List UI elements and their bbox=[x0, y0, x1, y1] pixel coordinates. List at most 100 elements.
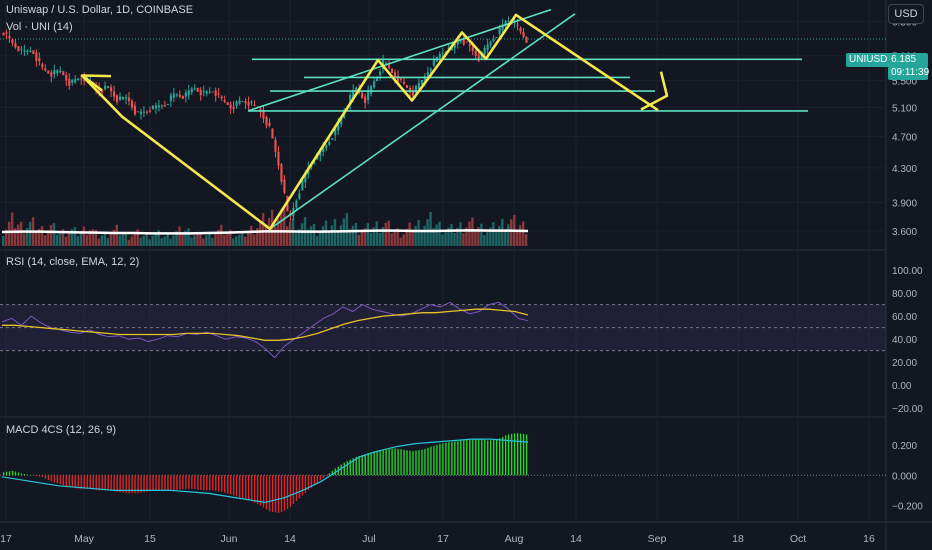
candle-body bbox=[352, 89, 355, 98]
volume-bar bbox=[387, 220, 390, 246]
macd-histogram-bar bbox=[513, 433, 516, 476]
volume-bar bbox=[64, 236, 68, 246]
macd-histogram-bar bbox=[241, 475, 244, 499]
candle-body bbox=[202, 91, 205, 93]
candle-body bbox=[14, 43, 17, 48]
candle-body bbox=[133, 105, 137, 115]
volume-bar bbox=[181, 234, 184, 246]
macd-histogram-bar bbox=[218, 475, 220, 492]
x-tick-label: Aug bbox=[505, 533, 524, 545]
candle-body bbox=[208, 91, 211, 93]
volume-bar bbox=[363, 228, 367, 246]
macd-legend: MACD 4CS (12, 26, 9) bbox=[6, 424, 117, 436]
candle-body bbox=[145, 111, 148, 113]
rsi-tick-label: 0.00 bbox=[892, 381, 912, 392]
volume-bar bbox=[4, 229, 8, 246]
volume-bar bbox=[121, 233, 124, 246]
macd-histogram-bar bbox=[250, 475, 253, 502]
volume-bar bbox=[190, 237, 193, 246]
volume-bar bbox=[444, 230, 447, 246]
volume-bar bbox=[85, 234, 89, 246]
volume-bar bbox=[13, 228, 17, 246]
candle-body bbox=[41, 63, 44, 68]
candle-body bbox=[453, 43, 456, 49]
candle-body bbox=[468, 44, 471, 46]
volume-bar bbox=[76, 236, 80, 246]
macd-histogram-bar bbox=[304, 475, 307, 493]
candle-body bbox=[295, 200, 298, 208]
candle-body bbox=[163, 105, 166, 107]
macd-histogram-bar bbox=[313, 475, 316, 486]
candle-body bbox=[50, 72, 53, 77]
macd-histogram-bar bbox=[125, 475, 127, 494]
currency-button[interactable]: USD bbox=[888, 4, 924, 24]
volume-bar bbox=[7, 221, 11, 246]
volume-bar bbox=[22, 233, 26, 246]
candle-body bbox=[456, 41, 459, 45]
rsi-tick-label: 80.00 bbox=[892, 289, 917, 300]
macd-histogram-bar bbox=[373, 451, 375, 476]
macd-histogram-bar bbox=[376, 450, 378, 476]
candle-body bbox=[328, 141, 331, 145]
volume-bar bbox=[453, 233, 456, 246]
macd-histogram-bar bbox=[146, 475, 148, 492]
macd-histogram-bar bbox=[247, 475, 250, 501]
x-tick-label: 18 bbox=[732, 533, 744, 545]
macd-histogram-bar bbox=[194, 475, 196, 490]
candle-body bbox=[271, 128, 274, 139]
candle-body bbox=[98, 87, 101, 93]
volume-bar bbox=[492, 222, 495, 246]
macd-histogram-bar bbox=[200, 475, 202, 490]
candle-body bbox=[408, 88, 411, 93]
candle-body bbox=[319, 150, 322, 156]
candle-body bbox=[519, 27, 522, 32]
macd-histogram-bar bbox=[349, 459, 351, 476]
volume-bar bbox=[441, 234, 444, 246]
candle-body bbox=[127, 97, 131, 102]
macd-histogram-bar bbox=[433, 445, 435, 476]
volume-bar bbox=[73, 226, 77, 246]
x-tick-label: 17 bbox=[437, 533, 449, 545]
candle-body bbox=[113, 91, 116, 97]
candle-body bbox=[265, 116, 268, 126]
candle-body bbox=[160, 105, 163, 107]
volume-bar bbox=[447, 227, 450, 246]
macd-histogram-bar bbox=[340, 464, 342, 476]
macd-histogram-bar bbox=[233, 475, 235, 496]
volume-bar bbox=[477, 227, 480, 246]
macd-tick-label: 0.200 bbox=[892, 441, 917, 452]
candle-body bbox=[489, 41, 492, 46]
volume-bar bbox=[306, 229, 310, 246]
candle-body bbox=[196, 87, 199, 92]
candle-body bbox=[387, 64, 391, 68]
macd-histogram-bar bbox=[319, 475, 322, 481]
macd-histogram-bar bbox=[197, 475, 199, 490]
candle-body bbox=[417, 82, 420, 89]
macd-histogram-bar bbox=[47, 475, 50, 481]
volume-bar bbox=[378, 232, 381, 246]
macd-histogram-bar bbox=[310, 475, 313, 488]
macd-histogram-bar bbox=[388, 448, 390, 476]
volume-bar bbox=[522, 221, 525, 246]
countdown-tag: 09:11:39 bbox=[888, 66, 929, 80]
candle-body bbox=[205, 91, 208, 94]
macd-histogram-bar bbox=[5, 471, 8, 476]
macd-histogram-bar bbox=[152, 475, 154, 491]
volume-bar bbox=[336, 231, 340, 246]
main-legend: Uniswap / U.S. Dollar, 1D, COINBASE bbox=[6, 4, 194, 16]
volume-bar bbox=[160, 238, 163, 246]
macd-histogram-bar bbox=[439, 443, 441, 476]
candle-body bbox=[516, 24, 519, 26]
candle-body bbox=[5, 32, 8, 34]
macd-histogram-bar bbox=[98, 475, 100, 491]
macd-histogram-bar bbox=[292, 475, 295, 505]
volume-bar bbox=[516, 229, 519, 246]
volume-bar bbox=[351, 225, 355, 246]
candle-body bbox=[253, 104, 256, 106]
volume-bar bbox=[226, 232, 229, 246]
volume-bar bbox=[115, 224, 118, 246]
macd-histogram-bar bbox=[77, 475, 79, 489]
macd-histogram-bar bbox=[89, 475, 91, 490]
pattern-zigzag bbox=[81, 13, 659, 231]
